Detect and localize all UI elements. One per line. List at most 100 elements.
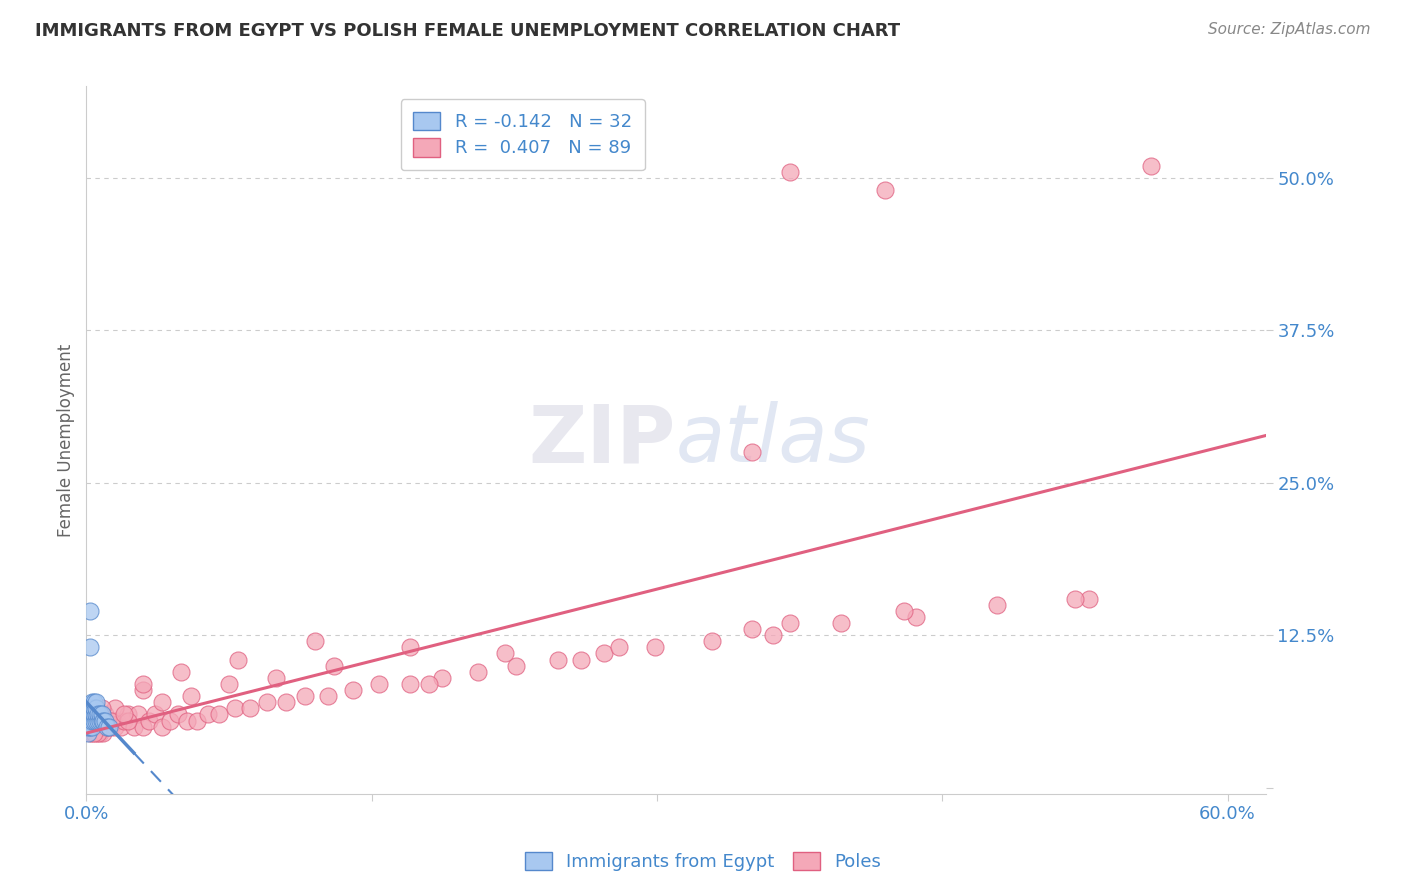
Point: [494, 647, 516, 661]
Point: [430, 671, 453, 685]
Point: [224, 701, 246, 715]
Point: [86, 720, 108, 734]
Point: [762, 628, 785, 642]
Point: [83, 714, 105, 728]
Legend: Immigrants from Egypt, Poles: Immigrants from Egypt, Poles: [517, 845, 889, 879]
Point: [80, 714, 103, 728]
Point: [93, 714, 115, 728]
Point: [127, 707, 149, 722]
Point: [112, 714, 135, 728]
Point: [342, 683, 364, 698]
Point: [132, 683, 155, 698]
Point: [79, 604, 101, 618]
Point: [80, 707, 103, 722]
Point: [80, 714, 103, 728]
Point: [100, 720, 122, 734]
Point: [94, 714, 117, 728]
Point: [84, 714, 107, 728]
Point: [96, 720, 118, 734]
Point: [83, 725, 105, 739]
Point: [170, 665, 193, 679]
Point: [80, 695, 103, 709]
Point: [197, 707, 219, 722]
Point: [104, 720, 127, 734]
Point: [228, 652, 250, 666]
Point: [180, 689, 202, 703]
Point: [122, 720, 145, 734]
Point: [84, 725, 107, 739]
Point: [150, 720, 173, 734]
Point: [875, 183, 897, 197]
Point: [322, 658, 344, 673]
Point: [138, 714, 160, 728]
Point: [83, 707, 105, 722]
Point: [86, 707, 108, 722]
Point: [84, 701, 107, 715]
Point: [741, 622, 763, 636]
Point: [779, 615, 801, 630]
Point: [104, 701, 127, 715]
Point: [79, 714, 101, 728]
Point: [90, 720, 112, 734]
Point: [94, 720, 117, 734]
Point: [79, 725, 101, 739]
Point: [467, 665, 489, 679]
Point: [93, 714, 115, 728]
Text: Source: ZipAtlas.com: Source: ZipAtlas.com: [1208, 22, 1371, 37]
Point: [316, 689, 339, 703]
Point: [117, 707, 139, 722]
Point: [84, 714, 107, 728]
Point: [90, 707, 112, 722]
Point: [256, 695, 278, 709]
Point: [79, 707, 101, 722]
Point: [166, 707, 188, 722]
Point: [239, 701, 262, 715]
Point: [93, 725, 115, 739]
Point: [84, 707, 107, 722]
Point: [176, 714, 198, 728]
Point: [89, 725, 111, 739]
Point: [79, 701, 101, 715]
Point: [159, 714, 181, 728]
Point: [80, 701, 103, 715]
Point: [86, 714, 108, 728]
Point: [143, 707, 166, 722]
Point: [101, 714, 124, 728]
Point: [77, 720, 100, 734]
Point: [398, 677, 420, 691]
Point: [1140, 159, 1163, 173]
Point: [398, 640, 420, 655]
Point: [83, 695, 105, 709]
Point: [98, 720, 121, 734]
Point: [569, 652, 592, 666]
Point: [986, 598, 1008, 612]
Point: [741, 445, 763, 459]
Point: [79, 720, 101, 734]
Point: [90, 714, 112, 728]
Point: [904, 610, 927, 624]
Point: [274, 695, 297, 709]
Point: [132, 677, 155, 691]
Point: [505, 658, 527, 673]
Point: [418, 677, 440, 691]
Text: atlas: atlas: [676, 401, 870, 479]
Point: [79, 640, 101, 655]
Point: [830, 615, 852, 630]
Point: [105, 714, 128, 728]
Legend: R = -0.142   N = 32, R =  0.407   N = 89: R = -0.142 N = 32, R = 0.407 N = 89: [401, 99, 644, 170]
Point: [1077, 591, 1099, 606]
Point: [607, 640, 630, 655]
Point: [90, 701, 112, 715]
Point: [98, 714, 121, 728]
Text: ZIP: ZIP: [529, 401, 676, 479]
Point: [86, 725, 108, 739]
Point: [89, 714, 111, 728]
Point: [89, 714, 111, 728]
Point: [186, 714, 208, 728]
Point: [96, 720, 118, 734]
Point: [218, 677, 240, 691]
Y-axis label: Female Unemployment: Female Unemployment: [58, 343, 75, 537]
Point: [77, 725, 100, 739]
Point: [117, 714, 139, 728]
Point: [294, 689, 316, 703]
